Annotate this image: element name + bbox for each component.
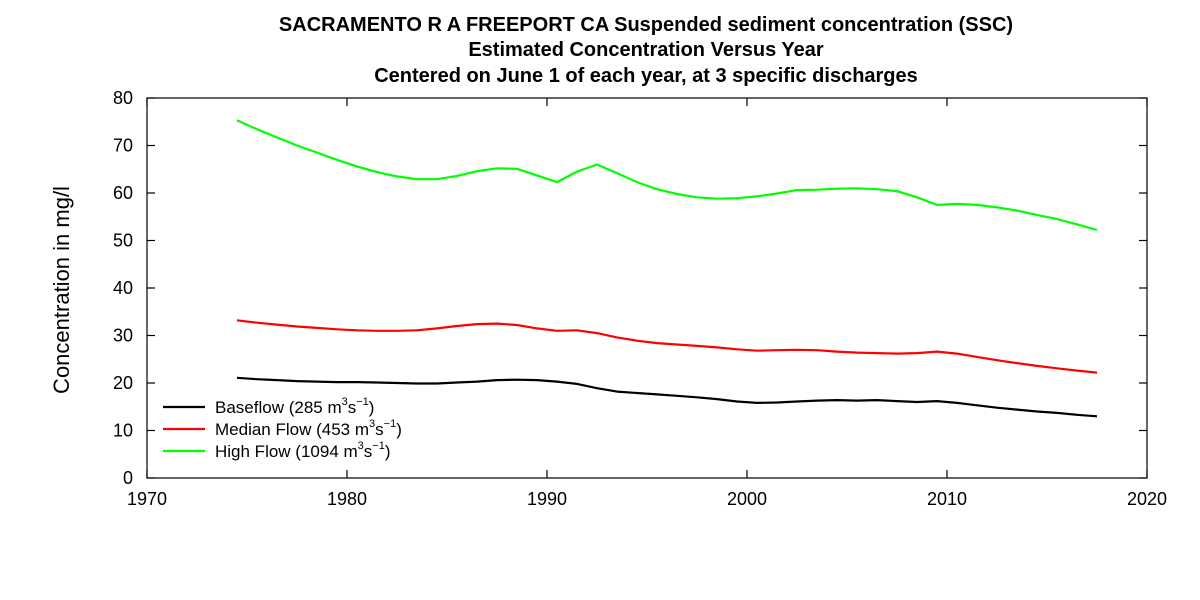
y-tick-label: 80 xyxy=(113,88,133,108)
legend-item: High Flow (1094 m3s−1) xyxy=(163,440,391,461)
chart-title: SACRAMENTO R A FREEPORT CA Suspended sed… xyxy=(279,14,1013,87)
legend-label-part: −1 xyxy=(356,396,369,408)
y-tick-label: 20 xyxy=(113,373,133,393)
legend-label-part: Median Flow (453 m xyxy=(215,420,369,439)
legend-label-part: −1 xyxy=(372,440,385,452)
legend-label: Baseflow (285 m3s−1) xyxy=(215,396,374,417)
legend-label-part: High Flow (1094 m xyxy=(215,442,358,461)
legend-label-part: ) xyxy=(396,420,402,439)
legend-label: High Flow (1094 m3s−1) xyxy=(215,440,391,461)
legend-item: Median Flow (453 m3s−1) xyxy=(163,418,402,439)
legend-label-part: ) xyxy=(369,398,375,417)
legend-label: Median Flow (453 m3s−1) xyxy=(215,418,402,439)
x-tick-label: 1990 xyxy=(527,489,567,509)
series-line-1 xyxy=(236,319,1098,374)
y-axis-label: Concentration in mg/l xyxy=(49,186,74,394)
chart-title-line-1: SACRAMENTO R A FREEPORT CA Suspended sed… xyxy=(279,14,1013,36)
x-tick-label: 1970 xyxy=(127,489,167,509)
chart-title-line-2: Estimated Concentration Versus Year xyxy=(468,39,824,61)
y-tick-label: 60 xyxy=(113,183,133,203)
legend-label-part: s xyxy=(364,442,373,461)
chart-title-line-3: Centered on June 1 of each year, at 3 sp… xyxy=(374,65,918,87)
legend-label-part: 3 xyxy=(358,440,364,452)
y-tick-label: 40 xyxy=(113,278,133,298)
x-tick-label: 2020 xyxy=(1127,489,1167,509)
axis-ticks: 1970 1980 1990 2000 2010 2020 0 10 20 30 40 50 60 70 8… xyxy=(113,88,1167,509)
legend-label-part: s xyxy=(375,420,384,439)
series-lines xyxy=(236,119,1098,418)
y-tick-label: 50 xyxy=(113,231,133,251)
x-tick-label: 2010 xyxy=(927,489,967,509)
legend-label-part: 3 xyxy=(369,418,375,430)
legend-label-part: ) xyxy=(385,442,391,461)
x-tick-label: 2000 xyxy=(727,489,767,509)
y-tick-label: 30 xyxy=(113,326,133,346)
legend-item: Baseflow (285 m3s−1) xyxy=(163,396,374,417)
y-tick-label: 10 xyxy=(113,421,133,441)
x-tick-label: 1980 xyxy=(327,489,367,509)
legend-label-part: −1 xyxy=(384,418,397,430)
y-tick-label: 0 xyxy=(123,468,133,488)
legend-label-part: 3 xyxy=(342,396,348,408)
y-tick-label: 70 xyxy=(113,136,133,156)
legend-label-part: Baseflow (285 m xyxy=(215,398,342,417)
legend: Baseflow (285 m3s−1)Median Flow (453 m3s… xyxy=(163,396,402,461)
legend-label-part: s xyxy=(348,398,357,417)
series-line-2 xyxy=(236,119,1098,232)
series-line-0 xyxy=(236,376,1098,418)
